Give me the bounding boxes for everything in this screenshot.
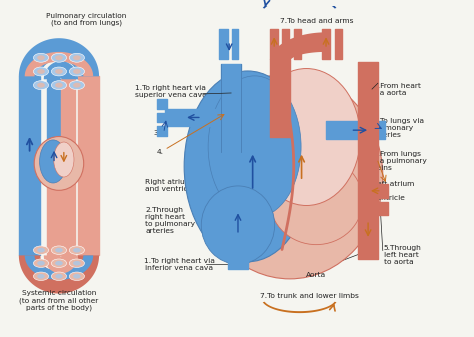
Text: 4.From lungs
via pulmonary
veins: 4.From lungs via pulmonary veins <box>373 151 427 172</box>
Ellipse shape <box>33 272 49 280</box>
Ellipse shape <box>208 76 301 218</box>
Text: Systemic circulation
(to and from all other
parts of the body): Systemic circulation (to and from all ot… <box>19 290 99 311</box>
Ellipse shape <box>73 69 81 74</box>
Ellipse shape <box>73 274 81 279</box>
Text: 6.From heart
via aorta: 6.From heart via aorta <box>373 83 421 96</box>
Text: 4.: 4. <box>157 149 164 155</box>
Ellipse shape <box>39 140 66 183</box>
Text: 2.Through
right heart
to pulmonary
arteries: 2.Through right heart to pulmonary arter… <box>145 207 195 234</box>
Ellipse shape <box>34 136 84 190</box>
Ellipse shape <box>201 186 274 264</box>
Ellipse shape <box>54 142 74 177</box>
Ellipse shape <box>33 81 49 90</box>
Polygon shape <box>19 255 99 294</box>
Ellipse shape <box>37 274 45 279</box>
Polygon shape <box>44 255 78 274</box>
Ellipse shape <box>69 67 84 76</box>
Ellipse shape <box>51 272 66 280</box>
Ellipse shape <box>33 67 49 76</box>
Ellipse shape <box>55 274 63 279</box>
Ellipse shape <box>197 73 383 279</box>
Ellipse shape <box>51 67 66 76</box>
Ellipse shape <box>51 81 66 90</box>
Ellipse shape <box>73 248 81 252</box>
Ellipse shape <box>37 83 45 88</box>
Ellipse shape <box>55 248 63 252</box>
Ellipse shape <box>73 83 81 88</box>
Polygon shape <box>263 0 337 8</box>
Ellipse shape <box>51 53 66 62</box>
Polygon shape <box>263 302 337 313</box>
Ellipse shape <box>69 259 84 268</box>
Text: Aorta: Aorta <box>305 272 326 278</box>
Polygon shape <box>25 255 93 280</box>
Ellipse shape <box>33 259 49 268</box>
Ellipse shape <box>33 53 49 62</box>
Polygon shape <box>44 61 78 79</box>
Ellipse shape <box>69 272 84 280</box>
Ellipse shape <box>33 246 49 254</box>
Ellipse shape <box>73 261 81 266</box>
Ellipse shape <box>69 81 84 90</box>
Ellipse shape <box>73 55 81 60</box>
Ellipse shape <box>55 69 63 74</box>
Ellipse shape <box>253 68 360 206</box>
Ellipse shape <box>55 83 63 88</box>
Text: 3.To lungs via
pulmonary
arteries: 3.To lungs via pulmonary arteries <box>373 118 424 138</box>
Text: 7.To head and arms: 7.To head and arms <box>281 18 354 24</box>
Text: 7.To trunk and lower limbs: 7.To trunk and lower limbs <box>260 294 359 300</box>
Text: Left atrium
and
ventricle: Left atrium and ventricle <box>373 181 414 201</box>
Text: 1.To right heart via
superior vena cava: 1.To right heart via superior vena cava <box>135 85 206 97</box>
Polygon shape <box>270 32 326 62</box>
Text: 3.: 3. <box>154 130 161 136</box>
Ellipse shape <box>37 69 45 74</box>
Ellipse shape <box>69 53 84 62</box>
Ellipse shape <box>37 261 45 266</box>
Ellipse shape <box>69 246 84 254</box>
Polygon shape <box>25 52 93 76</box>
Ellipse shape <box>55 55 63 60</box>
Ellipse shape <box>55 261 63 266</box>
Polygon shape <box>19 38 99 76</box>
Text: Pulmonary circulation
(to and from lungs): Pulmonary circulation (to and from lungs… <box>46 13 127 26</box>
Text: 1.To right heart via
inferior vena cava: 1.To right heart via inferior vena cava <box>144 258 215 271</box>
Text: 5.Through
left heart
to aorta: 5.Through left heart to aorta <box>384 245 422 266</box>
Ellipse shape <box>184 71 311 262</box>
Ellipse shape <box>51 259 66 268</box>
Ellipse shape <box>37 55 45 60</box>
Ellipse shape <box>51 246 66 254</box>
Text: Right atrium
and ventricle: Right atrium and ventricle <box>145 179 194 192</box>
Ellipse shape <box>270 157 363 245</box>
Ellipse shape <box>37 248 45 252</box>
